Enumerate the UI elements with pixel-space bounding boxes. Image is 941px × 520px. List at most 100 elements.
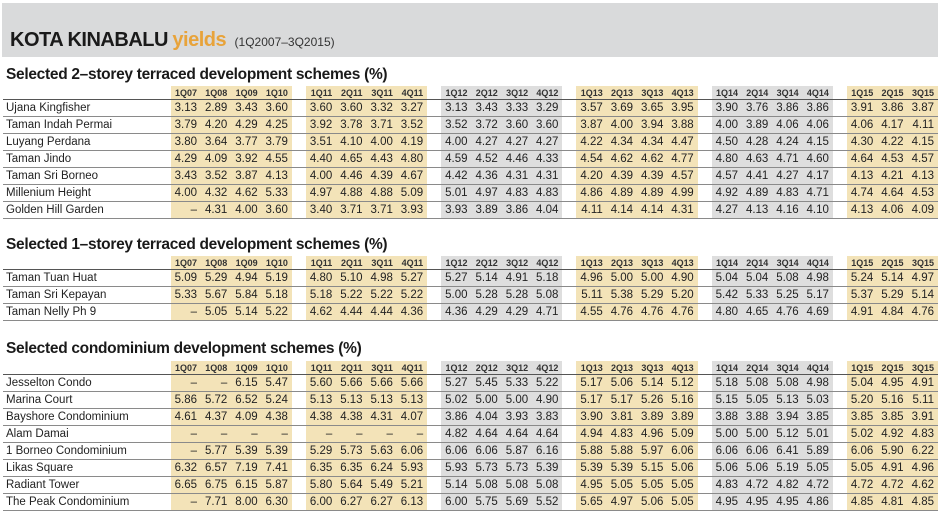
yield-cell: 4.83	[772, 184, 803, 202]
column-header: 1Q08	[201, 256, 232, 270]
yield-cell: 3.89	[637, 408, 668, 426]
column-gap	[562, 184, 577, 202]
column-gap	[562, 269, 577, 287]
column-gap	[697, 256, 712, 270]
yield-cell: 3.90	[576, 408, 607, 426]
column-gap	[291, 476, 306, 494]
yield-cell: 3.88	[742, 408, 773, 426]
yield-cell: 4.60	[802, 150, 833, 168]
yield-cell: 3.95	[667, 99, 698, 117]
column-gap	[291, 184, 306, 202]
column-header: 4Q14	[802, 86, 833, 100]
table-row: Jesselton Condo – –6.15 5.47 5.60 5.66 5.66 5.6…	[3, 374, 938, 392]
column-header: 3Q11	[366, 256, 397, 270]
yield-cell: 6.06	[846, 442, 878, 460]
yield-cell: 4.72	[742, 476, 773, 494]
yield-cell: 5.49	[366, 476, 397, 494]
yield-cell: 4.36	[396, 303, 428, 321]
yield-cell: 7.41	[261, 459, 292, 477]
yield-cell: 4.91	[501, 269, 533, 287]
yield-cell: 5.13	[366, 391, 397, 409]
yield-cell: 4.72	[802, 476, 833, 494]
table-row: Marina Court 5.86 5.72 6.52 5.24 5.13 5.13 5.13…	[3, 391, 938, 409]
yield-cell: 3.93	[441, 201, 472, 219]
yield-cell: 4.62	[637, 150, 668, 168]
column-header: 2Q13	[606, 86, 638, 100]
yield-cell: 4.57	[907, 150, 938, 168]
yield-cell: 5.24	[261, 391, 292, 409]
page-title: KOTA KINABALU yields (1Q2007–3Q2015)	[10, 29, 335, 52]
yield-cell: 4.89	[606, 184, 638, 202]
yield-cell: 4.81	[877, 493, 908, 511]
yield-cell: 4.54	[576, 150, 607, 168]
yield-cell: 4.76	[667, 303, 698, 321]
yield-cell: 3.13	[441, 99, 472, 117]
column-gap	[562, 201, 577, 219]
column-gap	[697, 303, 712, 321]
yield-cell: 5.17	[606, 391, 638, 409]
yield-cell: 4.16	[772, 201, 803, 219]
scheme-name: Millenium Height	[3, 184, 171, 202]
column-header: 3Q15	[907, 256, 938, 270]
yield-cell: 5.29	[201, 269, 232, 287]
yield-cell: 5.87	[261, 476, 292, 494]
yield-cell: 5.00	[606, 269, 638, 287]
column-header: 1Q10	[261, 86, 292, 100]
yield-cell: 5.66	[396, 374, 428, 392]
yield-cell: 5.14	[231, 303, 262, 321]
yield-cell: 3.43	[231, 99, 262, 117]
yield-cell: 5.27	[441, 374, 472, 392]
yield-cell: 3.33	[501, 99, 533, 117]
yield-cell: 5.77	[201, 442, 232, 460]
yield-cell: 4.76	[606, 303, 638, 321]
column-gap	[697, 184, 712, 202]
yield-cell: 4.91	[846, 303, 878, 321]
yield-cell: 4.27	[711, 201, 743, 219]
yield-cell: 4.13	[742, 201, 773, 219]
yield-cell: 3.32	[366, 99, 397, 117]
yield-cell: 5.33	[501, 374, 533, 392]
yield-cell: 4.39	[366, 167, 397, 185]
yield-cell: 4.25	[261, 116, 292, 134]
column-gap	[562, 286, 577, 304]
yield-cell: 5.04	[742, 269, 773, 287]
yield-cell: 3.52	[201, 167, 232, 185]
scheme-name: 1 Borneo Condominium	[3, 442, 171, 460]
yield-cell: 4.15	[907, 133, 938, 151]
yield-cell: 4.27	[471, 133, 502, 151]
column-gap	[427, 269, 442, 287]
column-gap	[832, 408, 847, 426]
yield-cell: 5.05	[667, 476, 698, 494]
yield-cell: 5.73	[471, 459, 502, 477]
column-gap	[291, 167, 306, 185]
yield-cell: 4.80	[396, 150, 428, 168]
column-header: 3Q13	[637, 86, 668, 100]
column-gap	[562, 442, 577, 460]
scheme-name: Bayshore Condominium	[3, 408, 171, 426]
column-gap	[562, 476, 577, 494]
column-header: 1Q14	[711, 256, 743, 270]
column-gap	[291, 269, 306, 287]
yield-cell: 5.66	[366, 374, 397, 392]
yield-cell: 3.89	[742, 116, 773, 134]
yield-cell: 4.29	[501, 303, 533, 321]
header-blank	[3, 86, 171, 100]
yield-cell: 4.65	[336, 150, 367, 168]
yield-cell: 5.04	[846, 374, 878, 392]
yield-cell: 5.27	[441, 269, 472, 287]
column-header: 4Q11	[396, 256, 428, 270]
column-gap	[427, 391, 442, 409]
column-gap	[427, 133, 442, 151]
yield-cell: 6.06	[711, 442, 743, 460]
table-2-storey-terraced: 1Q07 1Q08 1Q09 1Q10 1Q11 2Q11 3Q11 4Q11 1Q12 2Q12…	[3, 86, 938, 219]
title-period: (1Q2007–3Q2015)	[234, 35, 335, 49]
yield-cell: 5.13	[396, 391, 428, 409]
yield-cell: 4.89	[742, 184, 773, 202]
column-gap	[697, 86, 712, 100]
yield-cell: 3.78	[336, 116, 367, 134]
column-header: 2Q11	[336, 86, 367, 100]
yield-cell: 4.06	[846, 116, 878, 134]
yield-cell: 4.95	[576, 476, 607, 494]
column-gap	[697, 201, 712, 219]
yield-cell: 4.76	[907, 303, 938, 321]
